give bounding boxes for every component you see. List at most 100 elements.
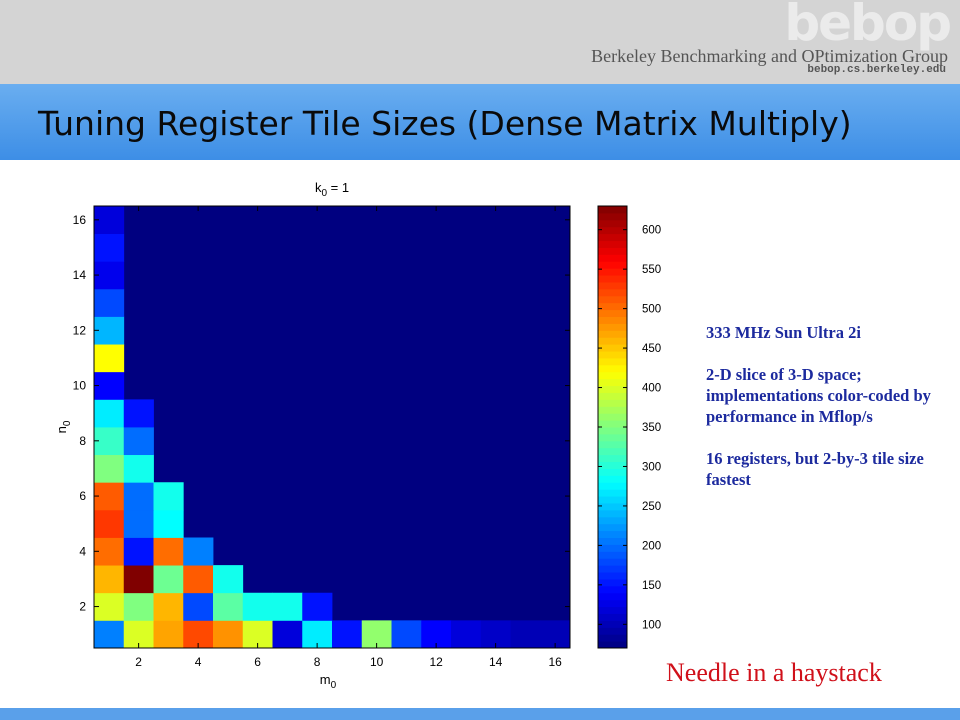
heatmap-cell: [94, 371, 125, 400]
heatmap-cell: [153, 482, 184, 511]
heatmap-cell: [123, 537, 154, 566]
x-tick-label: 10: [370, 655, 384, 669]
bottom-bar: [0, 708, 960, 720]
heatmap-cell: [94, 509, 125, 538]
colorbar-segment: [598, 613, 627, 621]
heatmap-chart: 2 4 6 8 10 12 14 16 2 4 6 8 10 12 14 16 k0 = 1 m0 n0 100 150…: [54, 180, 661, 691]
header-bar: bebop Berkeley Benchmarking and OPtimiza…: [0, 0, 960, 84]
colorbar-segment: [598, 496, 627, 504]
bebop-logo: bebop: [784, 0, 952, 52]
y-tick-label: 8: [79, 434, 86, 448]
heatmap-cell: [123, 399, 154, 428]
colorbar-segment: [598, 641, 627, 649]
colorbar-segment: [598, 302, 627, 311]
colorbar-tick-label: 300: [642, 461, 661, 473]
heatmap-cell: [153, 509, 184, 538]
heatmap-cell: [272, 592, 303, 621]
colorbar-segment: [598, 578, 627, 587]
heatmap-cell: [94, 288, 125, 317]
heatmap-cell: [123, 427, 154, 456]
colorbar-tick-label: 550: [642, 264, 661, 276]
colorbar-tick-label: 200: [642, 540, 661, 552]
heatmap-cell: [94, 620, 125, 649]
colorbar-segment: [598, 551, 627, 559]
note-fastest: 16 registers, but 2-by-3 tile size faste…: [706, 449, 924, 489]
colorbar-segment: [598, 558, 627, 566]
colorbar-segment: [598, 627, 627, 635]
colorbar-segment: [598, 475, 627, 483]
colorbar-tick-label: 150: [642, 580, 661, 592]
colorbar-segment: [598, 482, 627, 490]
colorbar-segment: [598, 226, 627, 235]
heatmap-cell: [153, 537, 184, 566]
title-band: [0, 84, 960, 160]
colorbar-segment: [598, 599, 627, 608]
colorbar-tick-label: 500: [642, 304, 661, 316]
heatmap-cell: [94, 233, 125, 262]
colorbar-segment: [598, 634, 627, 642]
x-tick-label: 8: [314, 655, 321, 669]
colorbar-segment: [598, 261, 627, 269]
colorbar-segment: [598, 468, 627, 476]
colorbar-tick-label: 350: [642, 422, 661, 434]
colorbar-segment: [598, 413, 627, 421]
heatmap-cell: [213, 592, 244, 621]
heatmap-cell: [94, 454, 125, 483]
colorbar-segment: [598, 420, 627, 428]
heatmap-cell: [123, 482, 154, 511]
y-tick-label: 12: [73, 323, 87, 337]
x-axis-label: m0: [320, 672, 337, 691]
x-tick-label: 2: [135, 655, 142, 669]
colorbar-segment: [598, 392, 627, 400]
x-tick-label: 6: [254, 655, 261, 669]
colorbar-segment: [598, 433, 627, 442]
slide-title: Tuning Register Tile Sizes (Dense Matrix…: [38, 104, 852, 143]
colorbar-segment: [598, 440, 627, 449]
colorbar-segment: [598, 268, 627, 276]
colorbar-segment: [598, 516, 627, 525]
needle-callout: Needle in a haystack: [666, 658, 882, 687]
heatmap-cell: [94, 344, 125, 373]
colorbar-segment: [598, 523, 627, 532]
y-tick-label: 14: [73, 268, 87, 282]
colorbar-segment: [598, 489, 627, 497]
colorbar-segment: [598, 288, 627, 297]
heatmap-cell: [123, 592, 154, 621]
x-tick-label: 12: [429, 655, 443, 669]
colorbar-segment: [598, 371, 627, 380]
heatmap-cell: [391, 620, 422, 649]
colorbar-segment: [598, 240, 627, 248]
colorbar-tick-label: 250: [642, 501, 661, 513]
heatmap-cell: [94, 482, 125, 511]
group-name: Berkeley Benchmarking and OPtimization G…: [591, 46, 948, 66]
colorbar-segment: [598, 233, 627, 242]
x-tick-label: 16: [548, 655, 562, 669]
colorbar-segment: [598, 364, 627, 373]
colorbar-segment: [598, 344, 627, 352]
colorbar-segment: [598, 399, 627, 407]
colorbar-segment: [598, 544, 627, 552]
colorbar-segment: [598, 447, 627, 456]
colorbar-segment: [598, 309, 627, 317]
heatmap-cell: [510, 620, 541, 649]
colorbar-segment: [598, 565, 627, 573]
heatmap-cell: [213, 565, 244, 594]
x-tick-label: 14: [489, 655, 503, 669]
colorbar-segment: [598, 316, 627, 324]
group-url: bebop.cs.berkeley.edu: [807, 64, 946, 76]
heatmap-cell: [183, 537, 214, 566]
heatmap-cell: [94, 592, 125, 621]
heatmap-cell: [183, 592, 214, 621]
colorbar-segment: [598, 295, 627, 304]
colorbar-segment: [598, 502, 627, 511]
colorbar-tick-label: 100: [642, 619, 661, 631]
y-axis-label: n0: [54, 420, 73, 433]
heatmap-cell: [183, 565, 214, 594]
heatmap-cell: [94, 537, 125, 566]
colorbar-segment: [598, 219, 627, 228]
colorbar-segment: [598, 247, 627, 255]
colorbar-segment: [598, 385, 627, 393]
heatmap-cell: [94, 261, 125, 290]
colorbar-segment: [598, 454, 627, 463]
colorbar-segment: [598, 378, 627, 387]
